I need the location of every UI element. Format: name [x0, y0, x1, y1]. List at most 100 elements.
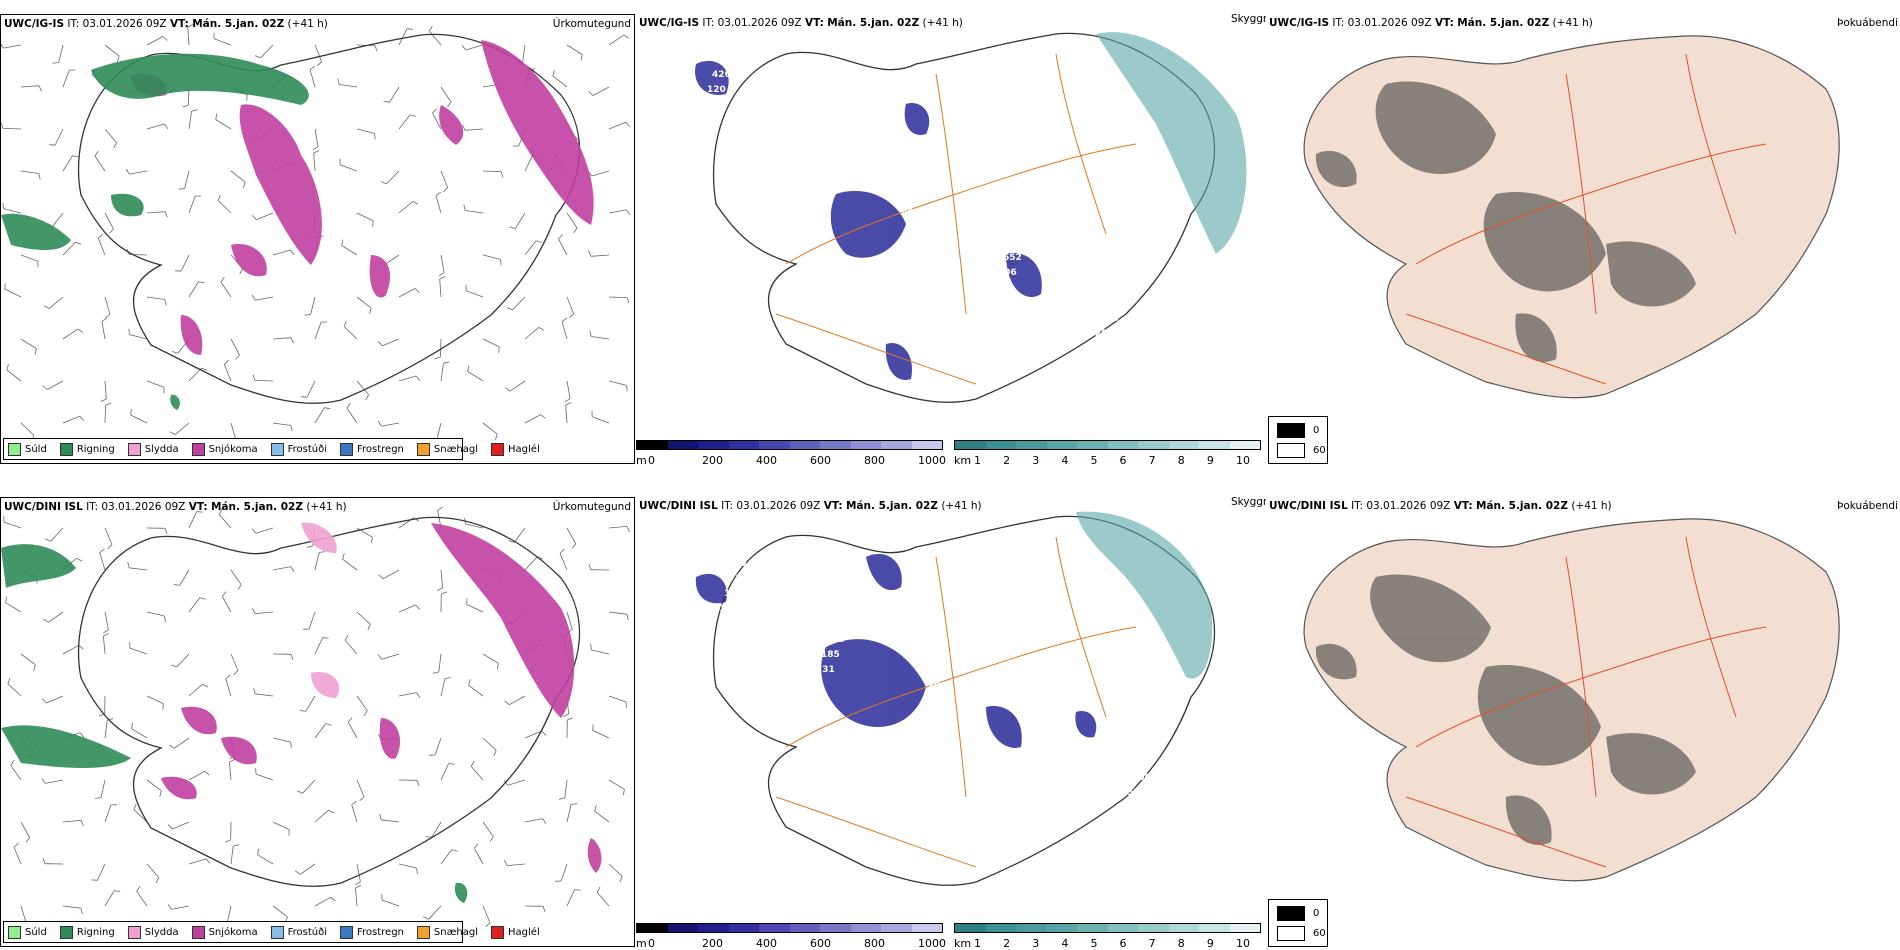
wind-barb-flag — [257, 848, 259, 855]
wind-barb — [468, 684, 484, 697]
init-time: IT: 03.01.2026 09Z — [721, 500, 821, 512]
wind-barb — [591, 416, 610, 424]
fog-panel-top: UWC/IG-IS IT: 03.01.2026 09Z VT: Mán. 5.… — [1266, 14, 1900, 464]
wind-barb-flag — [167, 824, 173, 830]
wind-barb — [260, 44, 274, 59]
wind-barb — [20, 422, 35, 436]
colorbar-tick: 200 — [702, 937, 723, 947]
wind-barb — [129, 334, 148, 340]
wind-barb-flag — [49, 144, 56, 146]
precip-panel-top: UWC/IG-IS IT: 03.01.2026 09Z VT: Mán. 5.… — [0, 14, 635, 464]
colorbar-tick: 1000 — [918, 454, 946, 464]
wind-barb-flag — [416, 780, 420, 787]
cloud-base-label: 106 — [1132, 773, 1151, 783]
wind-barb-flag — [113, 142, 117, 149]
legend-label: Frostregn — [357, 926, 404, 938]
wind-barb — [381, 653, 400, 660]
wind-barb-flag — [423, 916, 429, 920]
colorbar-tick: 0 — [648, 454, 655, 464]
panel-header: UWC/DINI ISL IT: 03.01.2026 09Z VT: Mán.… — [4, 501, 347, 513]
init-time: IT: 03.01.2026 09Z — [86, 501, 186, 513]
wind-barb — [343, 326, 358, 340]
wind-barb-flag — [363, 710, 368, 716]
wind-barb — [482, 821, 494, 837]
wind-barb — [3, 208, 22, 214]
wind-barb-flag — [437, 506, 443, 511]
wind-barb — [58, 44, 64, 63]
wind-barb — [524, 556, 538, 571]
cloud-base-label: 285 — [1095, 329, 1114, 339]
colorbar-unit: m — [636, 937, 647, 947]
wind-barb — [509, 695, 526, 706]
wind-barb-flag — [251, 294, 256, 301]
legend-item: Frostregn — [340, 442, 404, 456]
wind-barb-flag — [564, 398, 571, 403]
wind-barb — [509, 380, 526, 392]
legend-swatch — [416, 925, 430, 939]
wind-barb — [381, 819, 400, 823]
cloud-base-areas — [695, 553, 1097, 748]
wind-barb-flag — [559, 548, 565, 554]
fog-legend-label: 0 — [1313, 425, 1320, 436]
legend-swatch — [340, 442, 353, 456]
wind-barb-flag — [133, 804, 137, 810]
legend-item: Snjókoma — [191, 925, 258, 939]
colorbar-segment — [1016, 924, 1047, 932]
wind-barb-flag — [42, 385, 48, 390]
wind-barb-flag — [330, 896, 336, 902]
colorbar-tick: 600 — [810, 937, 831, 947]
wind-barb-flag — [563, 713, 569, 717]
wind-barb-flag — [198, 281, 205, 284]
wind-barb-flag — [299, 710, 306, 712]
valid-time: Mán. 5.jan. 02Z — [845, 500, 938, 512]
wind-barb-flag — [136, 886, 141, 892]
wind-barb-flag — [251, 528, 257, 534]
wind-barb-flag — [164, 299, 167, 306]
wind-barb-flag — [205, 858, 211, 864]
wind-barb — [129, 647, 148, 655]
legend-item: Haglél — [491, 442, 540, 456]
wind-barb — [184, 170, 190, 189]
wind-barb — [470, 766, 484, 781]
wind-barb-flag — [199, 597, 206, 600]
colorbar-unit: km — [954, 937, 972, 947]
wind-barb-flag — [94, 797, 102, 799]
wind-barb-flag — [98, 233, 103, 239]
legend-label: Slydda — [144, 926, 179, 938]
fog-shading — [1315, 574, 1696, 845]
wind-barb — [20, 85, 40, 88]
lead-time: (+41 h) — [306, 501, 347, 513]
wind-barb — [608, 121, 626, 130]
wind-barb — [440, 86, 452, 103]
colorbar-segment — [637, 441, 668, 449]
wind-barb-flag — [80, 908, 83, 915]
cloud-base-label: 411 — [841, 590, 860, 600]
cloud-base-label: 155 — [1010, 787, 1029, 797]
cloud-base-label: 111 — [1015, 772, 1034, 782]
fog-legend-label: 60 — [1313, 928, 1326, 939]
cloud-base-label: 88 — [918, 711, 931, 721]
wind-barb-flag — [13, 842, 19, 848]
wind-barb — [180, 254, 190, 272]
wind-barb-flag — [328, 809, 335, 814]
wind-barb — [467, 371, 484, 382]
cloud-base-label: 135 — [923, 696, 942, 706]
wind-barb-flag — [130, 409, 132, 416]
colorbar-tick: 0 — [648, 937, 655, 947]
wind-barb — [188, 858, 207, 865]
wind-barb — [566, 212, 578, 229]
colorbar-segment — [1016, 441, 1047, 449]
wind-barb-flag — [78, 644, 84, 650]
cloud-labels: 190 731 85 155 132 182 185 88 111 80 71 103 135 142 62… — [719, 544, 1151, 859]
cloud-base-label: 120 — [707, 85, 726, 95]
wind-barb — [522, 44, 526, 63]
sleet-areas — [301, 522, 340, 698]
cloud-map-top: 120 109 64 106 285 426 357 38 652 100 143 80 68 57 121… — [695, 32, 1247, 403]
wind-barb-flag — [571, 543, 577, 549]
colorbar-tick: 1 — [974, 937, 981, 947]
wind-barb-flag — [506, 307, 513, 311]
wind-barb — [172, 821, 190, 830]
wind-barb-flag — [485, 922, 491, 928]
init-time: IT: 03.01.2026 09Z — [1351, 500, 1451, 512]
wind-barb — [308, 611, 316, 630]
